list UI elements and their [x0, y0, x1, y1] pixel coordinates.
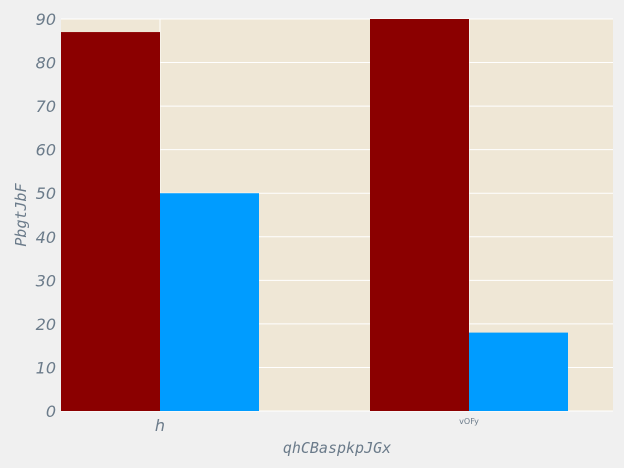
y-tick-label: 20 [36, 315, 56, 334]
y-tick-label: 70 [36, 97, 56, 116]
y-tick-label: 0 [46, 402, 56, 421]
y-tick-labels: 0 10 20 30 40 50 60 70 80 90 [36, 10, 56, 421]
bar-series2-h [160, 193, 259, 411]
bars [61, 19, 568, 412]
x-tick-labels: h vOFy [155, 416, 479, 435]
bar-series1-h [61, 32, 160, 412]
x-tick-label: vOFy [459, 417, 479, 426]
bar-series1-vOFy [370, 19, 469, 411]
x-tick-label: h [155, 416, 165, 435]
y-tick-label: 50 [36, 184, 56, 203]
y-tick-label: 80 [36, 54, 56, 73]
y-tick-label: 90 [36, 10, 56, 29]
y-tick-label: 10 [36, 358, 56, 377]
x-axis-label: qhCBaspkpJGx [283, 439, 391, 457]
bar-series2-vOFy [469, 332, 568, 411]
y-tick-label: 30 [36, 271, 56, 290]
y-tick-label: 40 [36, 228, 56, 247]
y-tick-label: 60 [36, 141, 56, 160]
y-axis-label: PbgtJbF [12, 182, 30, 246]
